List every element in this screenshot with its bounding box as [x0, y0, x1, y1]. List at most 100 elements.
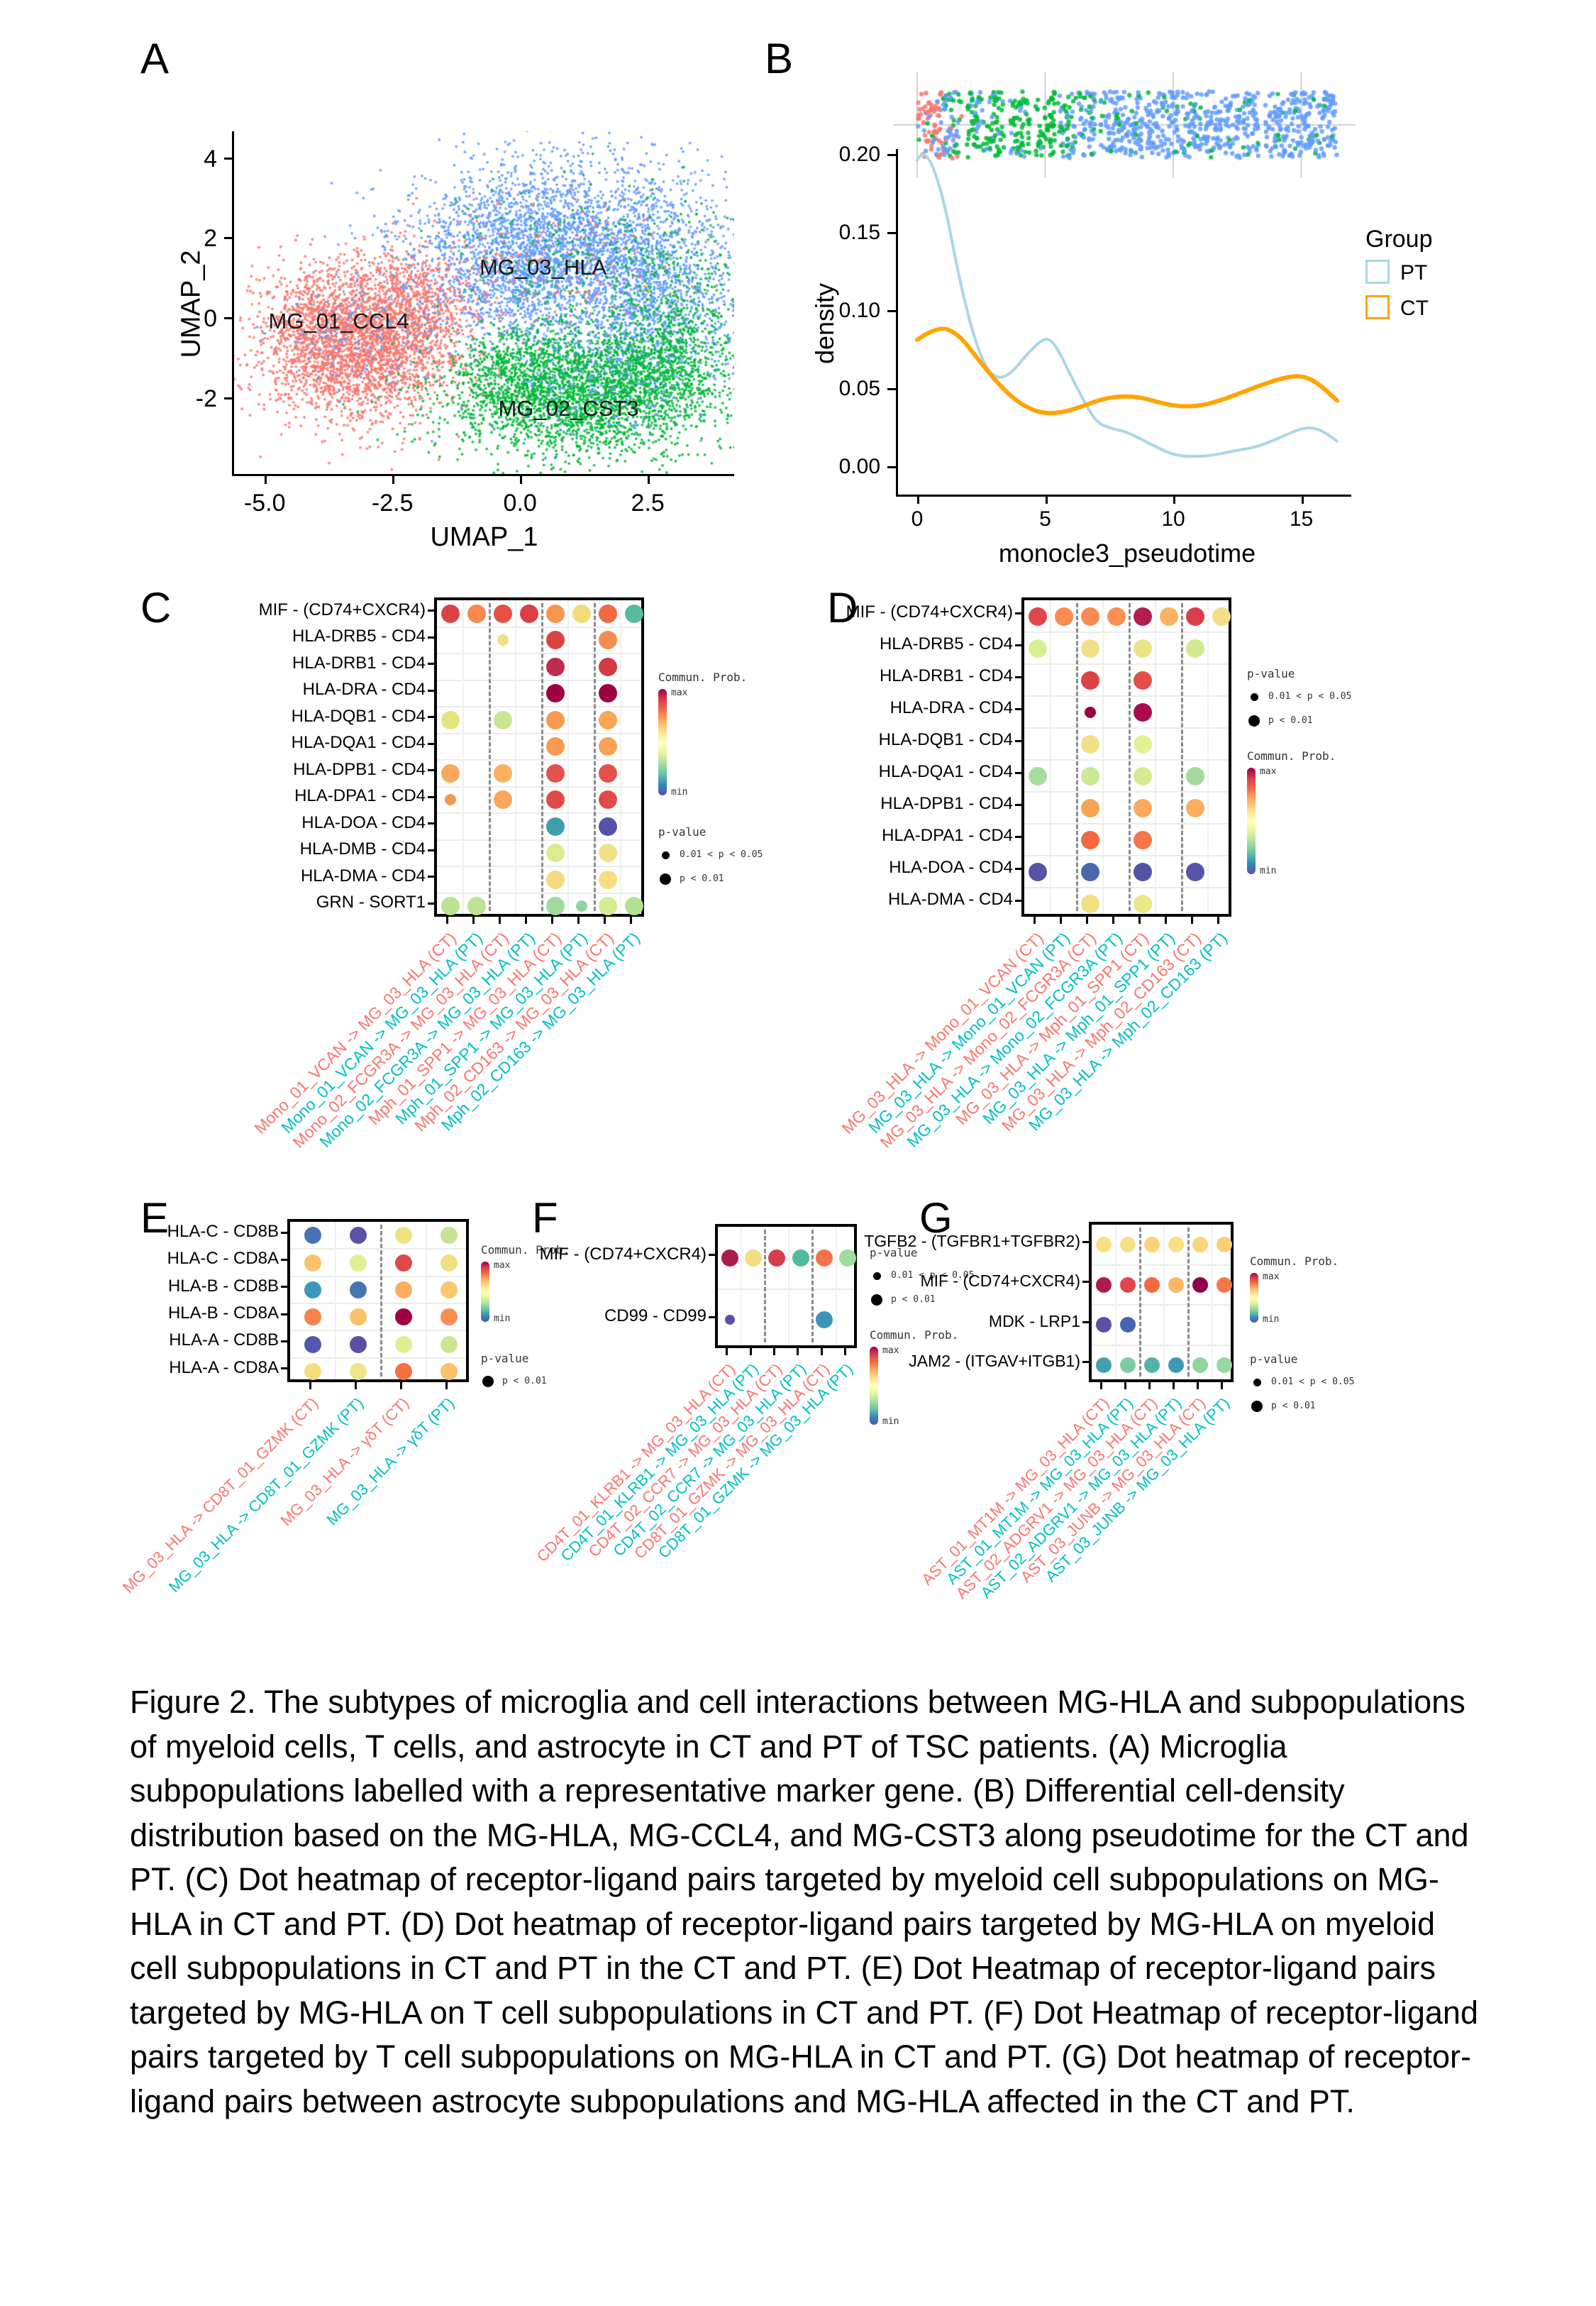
row-tick: [1015, 836, 1021, 838]
row-tick: [428, 716, 434, 719]
row-gridline: [1092, 1344, 1231, 1346]
legend-max-label: max: [1260, 766, 1277, 777]
row-tick: [428, 663, 434, 666]
col-gridline: [462, 600, 464, 914]
umap-y-tick: [224, 317, 232, 319]
panel-c-label: C: [140, 584, 172, 631]
pseudotime-strip-canvas: [890, 67, 1358, 182]
row-label-D: HLA-DQB1 - CD4: [878, 730, 1013, 750]
heatmap-dot: [1133, 798, 1152, 817]
heatmap-dot: [768, 1249, 786, 1267]
row-label-G: JAM2 - (ITGAV+ITGB1): [909, 1352, 1080, 1371]
heatmap-dot: [1120, 1276, 1136, 1293]
heatmap-dot: [1192, 1357, 1208, 1373]
row-gridline: [437, 759, 641, 761]
group-separator: [1138, 1228, 1141, 1377]
col-gridline: [1115, 1225, 1116, 1379]
umap-x-tick-label: -2.5: [371, 490, 414, 517]
row-label-C: HLA-DRA - CD4: [302, 680, 426, 700]
panel-f-label: F: [532, 1194, 558, 1242]
legend-pvalue-label: p < 0.01: [680, 873, 724, 884]
row-gridline: [437, 892, 641, 894]
row-label-D: HLA-DOA - CD4: [889, 858, 1013, 878]
row-tick: [281, 1340, 287, 1342]
legend-colorbar-D: [1247, 768, 1256, 874]
row-tick: [1015, 740, 1021, 742]
legend-commun-title-F: Commun. Prob.: [870, 1328, 959, 1342]
legend-pvalue-label: p < 0.01: [1271, 1401, 1316, 1411]
heatmap-dot: [1185, 639, 1204, 658]
col-tick: [445, 1382, 448, 1389]
heatmap-dot: [304, 1335, 321, 1353]
col-tick: [1165, 917, 1167, 924]
umap-y-tick-label: 4: [204, 145, 217, 172]
heatmap-dot: [1096, 1357, 1112, 1373]
heatmap-dot: [545, 684, 565, 703]
heatmap-dot: [1217, 1357, 1232, 1373]
group-separator: [379, 1225, 382, 1377]
density-x-tick: [917, 497, 919, 504]
heatmap-dot: [1133, 862, 1152, 881]
density-y-tick: [887, 466, 896, 468]
legend-min-label: min: [494, 1313, 511, 1324]
row-tick: [1015, 708, 1021, 710]
col-gridline: [426, 1222, 427, 1379]
legend-min-label: min: [1263, 1314, 1280, 1325]
col-tick: [1191, 917, 1193, 924]
figure-caption: Figure 2. The subtypes of microglia and …: [130, 1684, 1478, 2119]
heatmap-dot: [598, 631, 617, 650]
heatmap-dot: [440, 1254, 458, 1271]
row-gridline: [290, 1303, 466, 1304]
col-tick: [399, 1382, 402, 1389]
col-gridline: [1155, 600, 1156, 914]
legend-pvalue-title-F: p-value: [870, 1246, 918, 1259]
row-label-C: HLA-DMB - CD4: [299, 839, 426, 859]
heatmap-dot: [440, 1281, 458, 1298]
legend-pvalue-dot: [871, 1294, 882, 1306]
heatmap-dot: [440, 1362, 458, 1380]
col-tick: [525, 917, 527, 924]
density-y-tick-label: 0.20: [838, 143, 880, 166]
row-label-D: HLA-DRB1 - CD4: [879, 666, 1013, 686]
legend-pvalue-dot: [482, 1376, 494, 1387]
row-tick: [428, 849, 434, 851]
row-label-E: HLA-A - CD8B: [169, 1330, 279, 1350]
panel-b-label: B: [765, 35, 794, 82]
heatmap-dot: [1185, 766, 1204, 785]
heatmap-dot: [1096, 1237, 1112, 1253]
heatmap-dot: [816, 1249, 833, 1267]
row-gridline: [1092, 1304, 1231, 1306]
heatmap-dot: [624, 604, 643, 623]
density-legend-key-PT: [1365, 260, 1390, 284]
col-tick: [309, 1382, 311, 1389]
heatmap-dot: [497, 634, 509, 646]
row-gridline: [718, 1288, 854, 1290]
group-separator: [1180, 603, 1183, 911]
row-gridline: [437, 626, 641, 628]
heatmap-dot: [444, 794, 456, 806]
density-y-axis-line: [896, 149, 898, 495]
group-separator: [1075, 603, 1078, 911]
row-label-D: HLA-DQA1 - CD4: [878, 762, 1013, 782]
heatmap-dot: [1080, 798, 1099, 817]
heatmap-dot: [1028, 639, 1047, 658]
group-separator: [488, 603, 491, 911]
row-tick: [1015, 676, 1021, 678]
legend-commun-title-E: Commun. Prob.: [481, 1243, 570, 1257]
heatmap-dot: [1168, 1237, 1184, 1253]
row-gridline: [1024, 631, 1229, 633]
row-label-C: HLA-DQB1 - CD4: [291, 706, 426, 726]
heatmap-dot: [395, 1281, 412, 1298]
density-y-tick-label: 0.10: [838, 299, 880, 322]
density-y-tick: [887, 232, 896, 234]
umap-cluster-label: MG_03_HLA: [479, 254, 607, 280]
row-label-D: MIF - (CD74+CXCR4): [846, 602, 1013, 622]
density-curve-CT: [915, 326, 1340, 416]
heatmap-dot: [1080, 639, 1099, 658]
col-label-E: MG_03_HLA -> CD8T_01_GZMK (PT): [165, 1394, 367, 1596]
heatmap-dot: [1217, 1237, 1232, 1253]
heatmap-dot: [745, 1249, 762, 1267]
col-tick: [749, 1348, 752, 1355]
row-tick: [281, 1231, 287, 1234]
heatmap-dot: [598, 870, 617, 889]
